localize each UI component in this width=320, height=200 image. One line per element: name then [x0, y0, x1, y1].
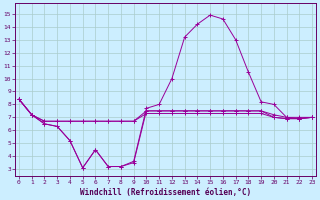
- X-axis label: Windchill (Refroidissement éolien,°C): Windchill (Refroidissement éolien,°C): [80, 188, 251, 197]
